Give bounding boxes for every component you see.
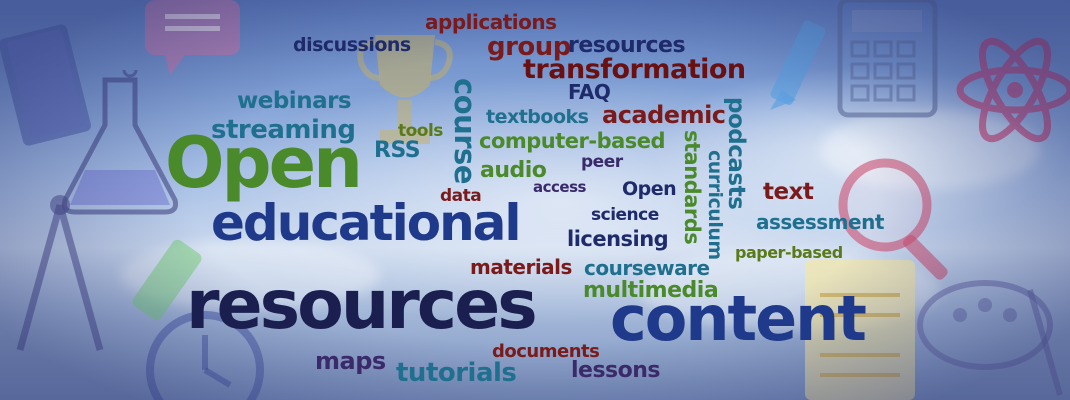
word-transformation: transformation [523, 54, 746, 85]
word-faq: FAQ [568, 80, 611, 104]
word-resources-big: resources [186, 266, 538, 345]
pencil-icon [770, 20, 826, 110]
word-streaming: streaming [211, 115, 356, 145]
word-licensing: licensing [567, 227, 669, 251]
word-computer-based: computer-based [479, 129, 666, 153]
word-documents: documents [492, 341, 600, 362]
trophy-icon [357, 35, 453, 144]
word-multimedia: multimedia [583, 278, 719, 303]
word-tutorials: tutorials [396, 358, 517, 388]
word-course: course [448, 78, 482, 184]
word-webinars: webinars [237, 88, 352, 114]
word-discussions: discussions [293, 34, 411, 56]
word-audio: audio [480, 158, 547, 183]
notepad-icon [805, 260, 915, 400]
word-open-small: Open [622, 178, 677, 200]
word-standards: standards [680, 130, 704, 245]
word-science: science [591, 205, 659, 225]
compass-icon [16, 195, 104, 351]
clock-icon [146, 311, 264, 400]
word-courseware: courseware [584, 256, 710, 280]
word-maps: maps [315, 347, 386, 375]
chat-bubble-icon [145, 0, 240, 75]
calculator-icon [837, 0, 938, 118]
word-peer: peer [581, 152, 623, 172]
word-rss: RSS [374, 138, 421, 163]
word-materials: materials [470, 255, 572, 279]
book-icon [0, 24, 91, 146]
word-open-big: Open [165, 122, 363, 204]
word-textbooks: textbooks [486, 106, 589, 128]
atom-icon [956, 37, 1070, 143]
word-academic: academic [602, 101, 726, 129]
word-data: data [440, 186, 482, 206]
word-tools: tools [398, 121, 443, 141]
word-assessment: assessment [756, 210, 884, 234]
word-resources-small: resources [568, 33, 686, 58]
word-educational: educational [211, 194, 522, 252]
word-lessons: lessons [571, 358, 661, 383]
word-paper-based: paper-based [735, 243, 843, 262]
word-group: group [487, 32, 571, 62]
word-curriculum: curriculum [704, 150, 726, 260]
usb-drive-icon [132, 239, 202, 321]
palette-icon [917, 280, 1063, 396]
word-applications: applications [425, 10, 557, 34]
word-content: content [610, 282, 867, 355]
magnifier-icon [838, 158, 948, 280]
word-text: text [763, 179, 814, 205]
word-access: access [533, 178, 586, 196]
word-podcasts: podcasts [723, 97, 749, 210]
